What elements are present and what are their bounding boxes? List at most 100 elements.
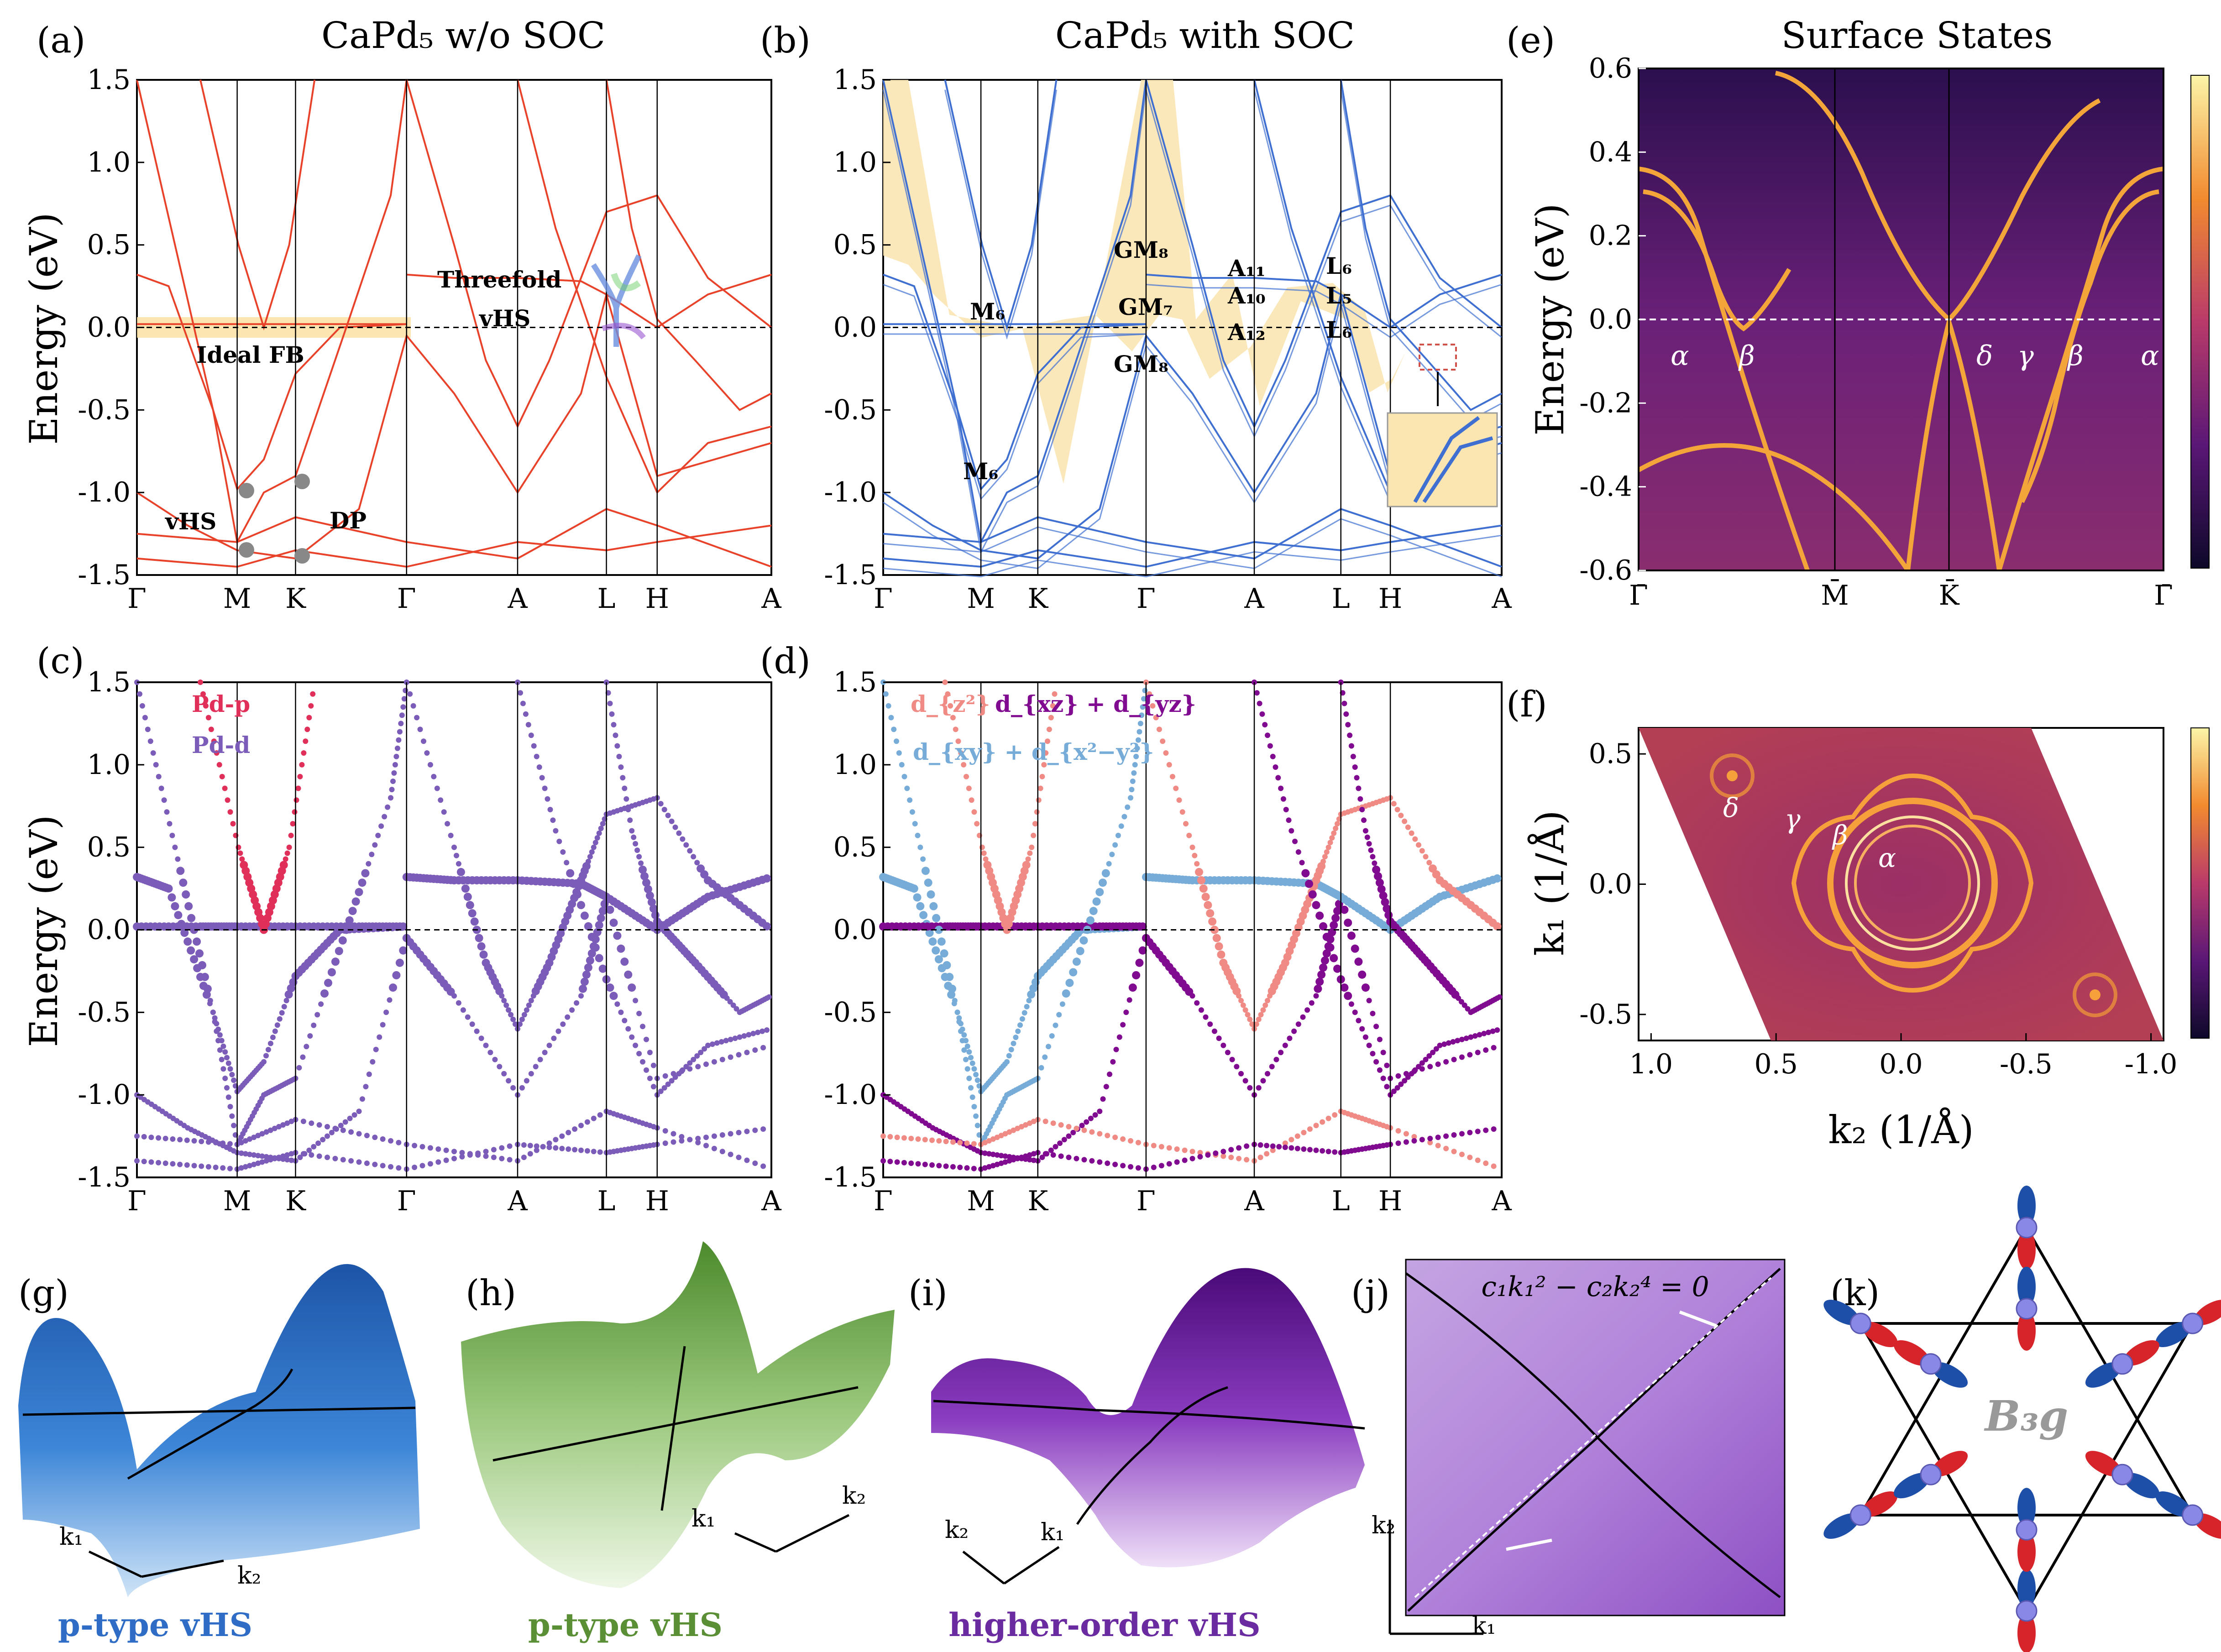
band-dot xyxy=(891,727,897,732)
band-dot xyxy=(638,860,644,866)
band-dot xyxy=(695,1135,701,1141)
band-dot xyxy=(395,958,404,967)
band-dot xyxy=(227,1166,233,1171)
band-dot xyxy=(680,836,686,842)
k-axes-arrows xyxy=(88,1550,224,1578)
band-dot xyxy=(719,1149,725,1155)
band-dot xyxy=(616,753,622,759)
band-dot xyxy=(1289,828,1294,834)
k-path-label: H xyxy=(645,1185,669,1217)
panel-a: (a) CaPd₅ w/o SOC 1.5 1.0 0.5 0.0 -0.5 -1.0 -1… xyxy=(21,14,781,615)
band-dot xyxy=(348,907,357,915)
band-dot xyxy=(225,797,230,803)
band-dot xyxy=(213,1140,219,1145)
band-dot xyxy=(1074,1155,1079,1161)
band-dot xyxy=(974,1123,980,1129)
band-dot xyxy=(971,1141,977,1147)
band-dot xyxy=(520,701,526,706)
band-dot xyxy=(427,1161,433,1167)
band-dot xyxy=(1331,914,1340,922)
band-dot xyxy=(1141,696,1147,702)
band-dot xyxy=(372,842,378,848)
surface-state-bands xyxy=(1637,71,2164,572)
band-dot xyxy=(703,1061,709,1067)
band-dot xyxy=(679,1134,685,1140)
band-dot xyxy=(1398,812,1404,818)
band-dot xyxy=(340,1127,346,1133)
surface-cut-line xyxy=(492,1386,859,1462)
band-dot xyxy=(1380,1050,1386,1056)
band-dot xyxy=(324,978,332,987)
band-dot xyxy=(382,814,388,820)
band-dot xyxy=(636,854,642,860)
band-dot xyxy=(1491,1163,1497,1169)
band-dot xyxy=(388,1164,393,1170)
y-tick-label: 0.5 xyxy=(87,229,131,261)
band-dot xyxy=(746,1032,752,1038)
band-dot xyxy=(272,1028,278,1034)
band-dot xyxy=(389,787,395,793)
band-dot xyxy=(596,830,602,836)
band-dot xyxy=(1409,1071,1414,1077)
band-dot xyxy=(251,1152,257,1158)
y-tick-label: 1.5 xyxy=(87,666,131,698)
band-dot xyxy=(380,1136,386,1142)
band-dot xyxy=(519,1085,525,1091)
band-dot xyxy=(227,1066,233,1072)
band-dot xyxy=(1128,983,1137,992)
band-dot xyxy=(327,968,336,977)
band-dot xyxy=(1050,703,1056,709)
band-dot xyxy=(177,1137,183,1143)
band-dot xyxy=(1198,1007,1204,1013)
band-dot xyxy=(587,854,593,860)
band-dot xyxy=(974,821,980,826)
band-dot xyxy=(1150,703,1156,709)
band-dot xyxy=(299,762,305,768)
band-dot xyxy=(1377,1036,1383,1042)
band-dot xyxy=(983,856,989,862)
band-dot xyxy=(267,1127,273,1133)
band-dot xyxy=(1128,795,1133,801)
band-dot xyxy=(414,715,420,721)
band-dot xyxy=(220,1140,226,1146)
y-tick-label: -0.2 xyxy=(1579,387,1632,419)
band-dot xyxy=(597,1149,603,1155)
band-dot xyxy=(1325,1115,1331,1121)
band-dot xyxy=(901,1135,907,1141)
band-dot xyxy=(1095,888,1104,896)
band-dot xyxy=(974,1077,980,1083)
inset-bands xyxy=(1413,416,1493,503)
colorbar-f xyxy=(2190,727,2210,1039)
annot-threefold-vhs: vHS xyxy=(479,305,530,332)
band-dot xyxy=(640,1059,645,1065)
band-dot xyxy=(1301,1129,1307,1135)
band-dot xyxy=(292,809,298,815)
band-dot xyxy=(908,1161,914,1166)
band-dot xyxy=(470,917,479,926)
band-dot xyxy=(961,762,967,768)
band-dot xyxy=(1166,1161,1172,1167)
band-dot xyxy=(1451,1056,1457,1062)
band-dot xyxy=(465,1014,471,1020)
band-line xyxy=(406,273,772,329)
band-dot xyxy=(1289,1145,1294,1151)
band-dot xyxy=(525,722,531,727)
band-dot xyxy=(728,1054,733,1060)
band-dot xyxy=(224,1085,230,1091)
band-dot xyxy=(1128,1164,1133,1170)
k2-label: k₂ xyxy=(1372,1512,1395,1539)
band-dot xyxy=(1483,1127,1489,1133)
band-dot xyxy=(236,844,241,850)
band-dot xyxy=(572,1126,578,1132)
band-dot xyxy=(1459,1151,1465,1157)
band-dot xyxy=(1299,860,1305,866)
band-dot xyxy=(501,998,507,1004)
band-dot xyxy=(1317,970,1326,979)
band-dot xyxy=(1103,1084,1109,1090)
band-dot xyxy=(1270,753,1276,759)
band-dot xyxy=(358,878,367,887)
band-dot xyxy=(1137,729,1142,735)
band-dot xyxy=(419,1144,425,1150)
y-tick-label: -1.5 xyxy=(824,559,877,591)
band-dot xyxy=(304,727,310,732)
